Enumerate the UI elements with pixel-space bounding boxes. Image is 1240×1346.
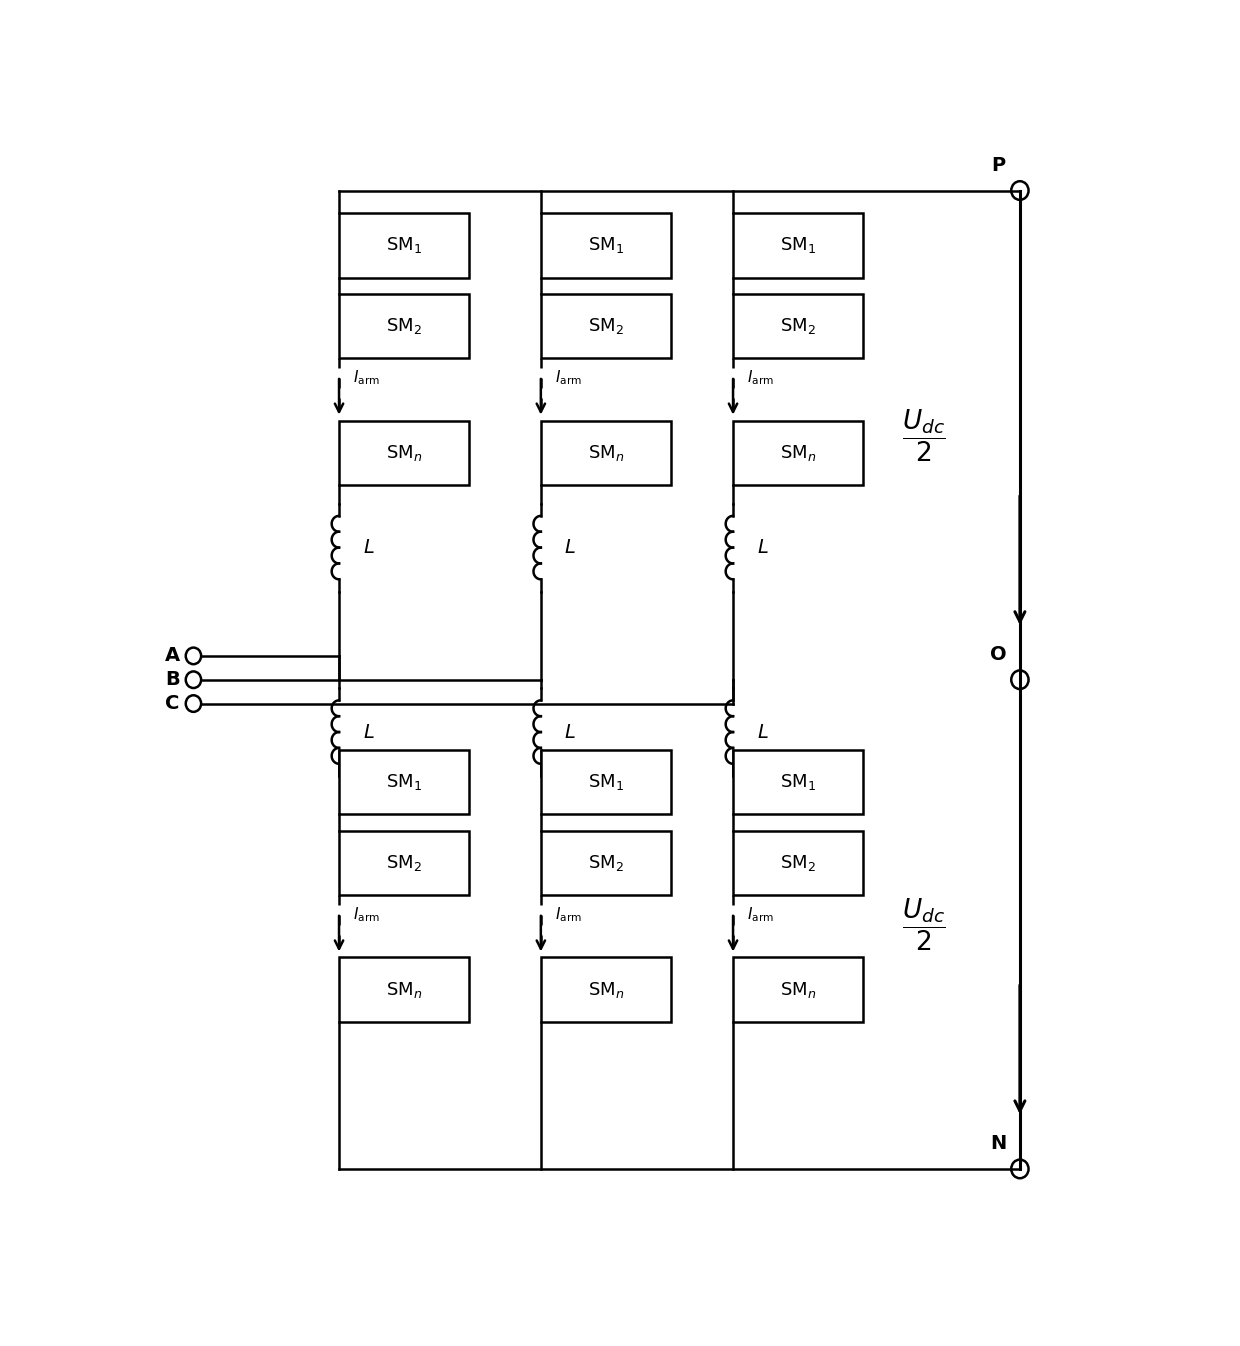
Text: SM$_{n}$: SM$_{n}$ bbox=[780, 443, 816, 463]
Text: L: L bbox=[758, 538, 768, 557]
Bar bbox=[339, 750, 469, 814]
Bar bbox=[541, 957, 671, 1022]
Text: SM$_{2}$: SM$_{2}$ bbox=[386, 853, 422, 874]
Text: O: O bbox=[991, 645, 1007, 664]
Text: L: L bbox=[758, 723, 768, 742]
Text: C: C bbox=[165, 695, 180, 713]
Text: $I_{\rm arm}$: $I_{\rm arm}$ bbox=[748, 369, 775, 386]
Text: SM$_{2}$: SM$_{2}$ bbox=[386, 316, 422, 336]
Text: SM$_{2}$: SM$_{2}$ bbox=[588, 316, 624, 336]
Text: SM$_{1}$: SM$_{1}$ bbox=[386, 773, 422, 793]
Text: SM$_{1}$: SM$_{1}$ bbox=[588, 773, 624, 793]
Bar bbox=[339, 213, 469, 277]
Bar bbox=[733, 295, 863, 358]
Text: $I_{\rm arm}$: $I_{\rm arm}$ bbox=[556, 369, 583, 386]
Text: $\dfrac{U_{dc}}{2}$: $\dfrac{U_{dc}}{2}$ bbox=[901, 406, 946, 463]
Text: SM$_{n}$: SM$_{n}$ bbox=[588, 443, 624, 463]
Text: L: L bbox=[565, 538, 575, 557]
Bar bbox=[733, 213, 863, 277]
Text: SM$_{1}$: SM$_{1}$ bbox=[386, 236, 422, 256]
Text: $\dfrac{U_{dc}}{2}$: $\dfrac{U_{dc}}{2}$ bbox=[901, 896, 946, 953]
Bar bbox=[339, 830, 469, 895]
Bar bbox=[733, 750, 863, 814]
Bar bbox=[541, 830, 671, 895]
Text: SM$_{n}$: SM$_{n}$ bbox=[386, 443, 422, 463]
Bar bbox=[541, 213, 671, 277]
Text: SM$_{1}$: SM$_{1}$ bbox=[780, 773, 816, 793]
Text: $I_{\rm arm}$: $I_{\rm arm}$ bbox=[748, 905, 775, 923]
Bar bbox=[339, 295, 469, 358]
Text: SM$_{2}$: SM$_{2}$ bbox=[588, 853, 624, 874]
Bar bbox=[541, 420, 671, 485]
Text: SM$_{n}$: SM$_{n}$ bbox=[386, 980, 422, 1000]
Bar bbox=[339, 420, 469, 485]
Text: SM$_{n}$: SM$_{n}$ bbox=[588, 980, 624, 1000]
Text: SM$_{1}$: SM$_{1}$ bbox=[780, 236, 816, 256]
Bar bbox=[733, 420, 863, 485]
Bar bbox=[733, 830, 863, 895]
Text: $I_{\rm arm}$: $I_{\rm arm}$ bbox=[353, 369, 381, 386]
Text: $I_{\rm arm}$: $I_{\rm arm}$ bbox=[353, 905, 381, 923]
Text: A: A bbox=[165, 646, 180, 665]
Text: SM$_{n}$: SM$_{n}$ bbox=[780, 980, 816, 1000]
Bar bbox=[541, 295, 671, 358]
Text: L: L bbox=[363, 538, 374, 557]
Text: N: N bbox=[991, 1135, 1007, 1154]
Bar bbox=[339, 957, 469, 1022]
Text: SM$_{2}$: SM$_{2}$ bbox=[780, 316, 816, 336]
Text: SM$_{1}$: SM$_{1}$ bbox=[588, 236, 624, 256]
Text: SM$_{2}$: SM$_{2}$ bbox=[780, 853, 816, 874]
Text: P: P bbox=[992, 156, 1006, 175]
Text: L: L bbox=[565, 723, 575, 742]
Text: B: B bbox=[165, 670, 180, 689]
Text: L: L bbox=[363, 723, 374, 742]
Text: $I_{\rm arm}$: $I_{\rm arm}$ bbox=[556, 905, 583, 923]
Bar bbox=[733, 957, 863, 1022]
Bar bbox=[541, 750, 671, 814]
